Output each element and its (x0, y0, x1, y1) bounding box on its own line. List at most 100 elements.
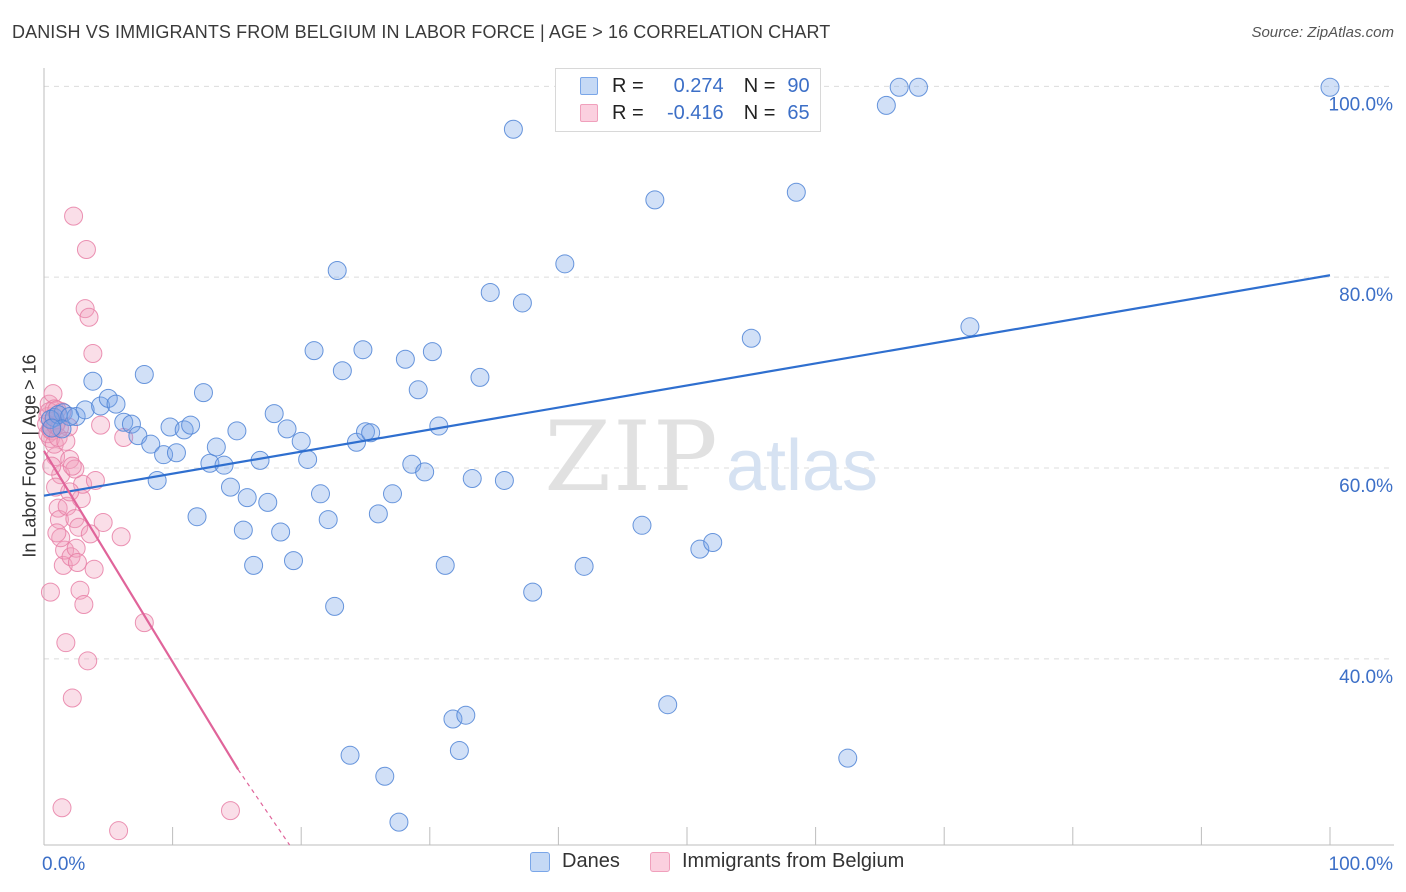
watermark-atlas: atlas (726, 426, 878, 506)
point-danes-72 (645, 190, 665, 210)
point-belgium-64 (62, 456, 82, 476)
point-danes-80 (889, 77, 909, 97)
point-belgium-62 (40, 582, 60, 602)
series-immigrants-from-belgium (37, 206, 240, 841)
legend-danes-swatch-icon (530, 851, 550, 872)
belgium-r-value: -0.416 (666, 101, 724, 124)
point-danes-79 (876, 95, 896, 115)
point-belgium-38 (93, 512, 113, 532)
point-belgium-20 (64, 206, 84, 226)
point-belgium-35 (84, 559, 104, 579)
point-danes-59 (443, 709, 463, 729)
trendline-belgium-extension (237, 769, 291, 846)
point-belgium-14 (56, 633, 76, 653)
point-danes-81 (908, 77, 928, 97)
point-belgium-43 (220, 801, 240, 821)
stats-legend-row-belgium: R = -0.416 N = 65 (580, 100, 810, 126)
point-danes-38 (310, 484, 330, 504)
danes-n-label: N = (743, 74, 776, 97)
trendline-danes (43, 274, 1331, 497)
point-danes-75 (703, 532, 723, 552)
point-danes-67 (512, 293, 532, 313)
point-danes-41 (327, 260, 347, 280)
point-danes-5 (91, 396, 111, 416)
point-danes-9 (121, 414, 141, 434)
series-danes (40, 77, 1340, 832)
stats-legend-row-danes: R = 0.274 N = 90 (580, 73, 810, 99)
point-danes-78 (838, 748, 858, 768)
point-danes-6 (98, 388, 118, 408)
point-danes-8 (114, 412, 134, 432)
point-belgium-34 (83, 344, 103, 364)
point-danes-70 (574, 556, 594, 576)
axis-layer (43, 68, 1394, 846)
point-belgium-28 (74, 595, 94, 615)
point-danes-64 (480, 282, 500, 302)
legend-item-belgium[interactable]: Immigrants from Belgium (650, 850, 904, 873)
point-danes-58 (435, 555, 455, 575)
trendline-belgium (43, 450, 240, 771)
point-belgium-24 (69, 517, 89, 537)
tick-label-layer: 40.0% 60.0% 80.0% 100.0% 0.0% 100.0% (42, 94, 1393, 875)
point-belgium-22 (66, 538, 86, 558)
point-belgium-25 (70, 580, 90, 600)
point-belgium-44 (52, 798, 72, 818)
point-danes-33 (277, 419, 297, 439)
point-danes-24 (220, 477, 240, 497)
point-danes-11 (134, 365, 154, 385)
chart-title: DANISH VS IMMIGRANTS FROM BELGIUM IN LAB… (12, 22, 831, 42)
point-danes-25 (227, 421, 247, 441)
point-danes-16 (166, 443, 186, 463)
point-danes-54 (408, 380, 428, 400)
point-danes-27 (237, 488, 257, 508)
point-danes-12 (141, 434, 161, 454)
x-tick-label-0: 0.0% (42, 854, 85, 875)
point-danes-34 (283, 551, 303, 571)
point-danes-77 (786, 182, 806, 202)
point-belgium-63 (47, 523, 67, 543)
point-danes-22 (206, 437, 226, 457)
point-danes-35 (291, 431, 311, 451)
point-danes-4 (83, 371, 103, 391)
point-danes-32 (271, 522, 291, 542)
point-danes-60 (449, 741, 469, 761)
point-danes-26 (233, 520, 253, 540)
point-danes-19 (187, 507, 207, 527)
point-danes-36 (298, 449, 318, 469)
point-danes-62 (462, 469, 482, 489)
y-tick-label-80: 80.0% (1339, 285, 1393, 306)
point-belgium-37 (91, 415, 111, 435)
point-belgium-23 (67, 553, 87, 573)
point-danes-18 (181, 415, 201, 435)
point-danes-61 (456, 705, 476, 725)
point-belgium-32 (79, 307, 99, 327)
point-belgium-40 (111, 527, 131, 547)
x-tick-label-100: 100.0% (1329, 854, 1394, 875)
watermark-layer: ZIP atlas (544, 401, 878, 513)
belgium-n-label: N = (743, 101, 776, 124)
point-danes-15 (160, 417, 180, 437)
point-danes-30 (258, 492, 278, 512)
point-danes-76 (741, 328, 761, 348)
legend-belgium-swatch-icon (650, 851, 670, 872)
point-danes-28 (244, 555, 264, 575)
point-belgium-57 (46, 477, 66, 497)
legend-item-danes[interactable]: Danes (530, 850, 620, 873)
point-danes-37 (304, 341, 324, 361)
point-belgium-4 (43, 384, 63, 404)
point-danes-66 (503, 119, 523, 139)
series-legend: Danes Immigrants from Belgium (0, 850, 1406, 880)
point-danes-7 (106, 394, 126, 414)
belgium-r-label: R = (612, 101, 644, 124)
point-danes-48 (368, 504, 388, 524)
point-belgium-39 (109, 821, 129, 841)
danes-n-value: 90 (787, 74, 810, 97)
point-danes-87 (52, 419, 72, 439)
point-danes-39 (318, 510, 338, 530)
point-danes-49 (375, 766, 395, 786)
point-belgium-59 (56, 431, 76, 451)
chart-source: Source: ZipAtlas.com (1251, 24, 1394, 41)
point-danes-52 (395, 349, 415, 369)
legend-belgium-label: Immigrants from Belgium (682, 850, 905, 872)
